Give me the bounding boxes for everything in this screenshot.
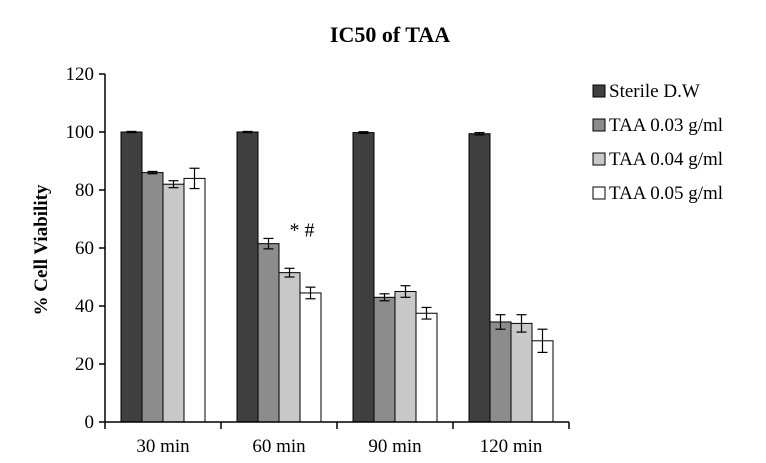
- y-tick-label: 60: [75, 238, 94, 259]
- y-tick-label: 120: [66, 64, 95, 85]
- y-axis-label: % Cell Viability: [31, 184, 52, 315]
- bar: [120, 131, 143, 423]
- chart-title: IC50 of TAA: [330, 22, 450, 47]
- significance-annotation: * #: [290, 219, 315, 241]
- legend-swatch: [592, 152, 606, 166]
- x-tick-label: 30 min: [136, 436, 190, 457]
- bar: [183, 177, 206, 423]
- y-tick-label: 20: [75, 354, 94, 375]
- bar: [415, 312, 438, 423]
- annotations-group: * #: [290, 219, 315, 241]
- bar: [468, 133, 491, 423]
- x-tick-label: 120 min: [480, 436, 543, 457]
- bar: [373, 296, 396, 423]
- legend-label: TAA 0.03 g/ml: [609, 115, 723, 136]
- bar: [257, 243, 280, 423]
- y-tick-label: 0: [85, 412, 95, 433]
- x-axis-ticks: 30 min 60 min 90 min 120 min: [104, 422, 570, 457]
- bar: [394, 291, 417, 423]
- y-tick-label: 100: [66, 122, 95, 143]
- y-axis-ticks: 0 20 40 60 80 100 120: [66, 64, 105, 433]
- bar: [510, 322, 533, 423]
- bar: [141, 172, 164, 423]
- y-tick-label: 80: [75, 180, 94, 201]
- bar: [236, 131, 259, 423]
- bar: [352, 132, 375, 423]
- legend: Sterile D.W TAA 0.03 g/ml TAA 0.04 g/ml TAA…: [592, 81, 723, 204]
- legend-label: TAA 0.04 g/ml: [609, 149, 723, 170]
- bar: [489, 321, 512, 423]
- legend-swatch: [592, 186, 606, 200]
- bar: [162, 183, 185, 423]
- bar: [299, 292, 322, 423]
- bar: [278, 272, 301, 423]
- x-tick-label: 90 min: [368, 436, 422, 457]
- y-tick-label: 40: [75, 296, 94, 317]
- error-bars-group: [126, 130, 548, 353]
- x-tick-label: 60 min: [252, 436, 306, 457]
- legend-swatch: [592, 118, 606, 132]
- legend-label: Sterile D.W: [609, 81, 700, 102]
- bars-group: [120, 131, 554, 423]
- legend-label: TAA 0.05 g/ml: [609, 183, 723, 204]
- legend-swatch: [592, 84, 606, 98]
